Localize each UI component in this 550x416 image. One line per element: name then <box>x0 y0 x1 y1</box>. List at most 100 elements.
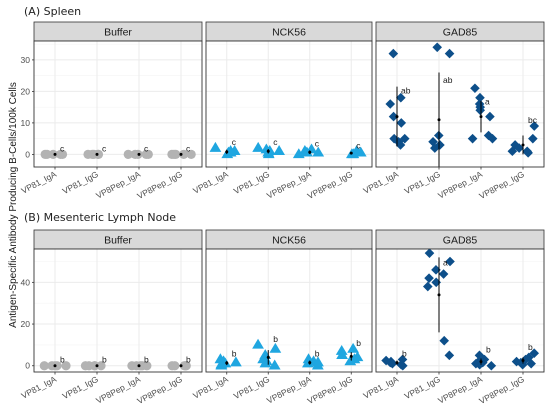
x-tick-label: VP8Pep_IgA <box>436 169 484 201</box>
mean-point <box>395 115 399 119</box>
panel-border <box>375 248 545 373</box>
significance-letter: b <box>60 355 65 365</box>
mean-point <box>179 364 183 368</box>
data-point <box>385 99 396 109</box>
significance-letter: a <box>485 96 490 106</box>
data-point <box>169 149 179 159</box>
significance-letter: c <box>186 143 191 153</box>
data-point <box>42 149 52 159</box>
y-tick-label: 0 <box>25 361 30 371</box>
x-tick-label: VP81_IgA <box>19 169 58 196</box>
data-point <box>252 141 265 152</box>
mean-point <box>53 364 57 368</box>
panel-border <box>375 40 545 168</box>
x-tick-label: VP8Pep_IgG <box>477 169 526 201</box>
y-tick-label: 0 <box>25 149 30 159</box>
x-tick-label: VP8Pep_IgG <box>135 169 184 201</box>
mean-point <box>179 152 183 156</box>
data-point <box>445 256 455 267</box>
y-tick-label: 30 <box>21 55 31 65</box>
mean-point <box>521 143 525 147</box>
mean-point <box>479 360 483 364</box>
data-point <box>137 361 147 371</box>
section-b-title: (B) Mesenteric Lymph Node <box>24 211 176 224</box>
data-point <box>529 121 540 131</box>
x-tick-label: VP81_IgA <box>19 374 58 401</box>
data-point <box>395 140 406 150</box>
data-point <box>520 354 531 365</box>
data-point <box>398 360 408 371</box>
mean-point <box>95 152 99 156</box>
data-point <box>396 118 407 128</box>
mean-point <box>95 364 99 368</box>
data-point <box>130 149 140 159</box>
significance-letter: b <box>315 348 320 358</box>
data-point <box>347 342 359 353</box>
data-point <box>388 111 399 122</box>
mean-point <box>53 152 57 156</box>
significance-letter: c <box>144 143 149 153</box>
data-point <box>396 92 406 103</box>
data-point <box>335 344 348 355</box>
mean-point <box>437 293 441 297</box>
y-tick-label: 20 <box>21 319 31 329</box>
data-point <box>397 354 408 365</box>
data-point <box>305 143 318 154</box>
data-point <box>57 149 68 159</box>
significance-letter: c <box>273 137 278 147</box>
panel-border <box>205 40 373 168</box>
section-a-title: (A) Spleen <box>24 5 81 18</box>
data-point <box>435 140 445 150</box>
panel-background <box>34 249 202 372</box>
mean-point <box>225 150 229 154</box>
mean-point <box>266 149 270 153</box>
x-tick-label: VP81_IgA <box>191 374 230 401</box>
mean-point <box>308 361 312 365</box>
y-tick-label: 20 <box>21 86 31 96</box>
x-tick-label: VP81_IgA <box>361 374 400 401</box>
panel-background <box>376 249 544 372</box>
panel-border <box>205 248 373 373</box>
x-tick-label: VP8Pep_IgA <box>265 169 313 201</box>
mean-point <box>349 354 353 358</box>
panel-border <box>33 40 203 168</box>
data-point <box>526 358 536 369</box>
x-tick-label: VP8Pep_IgA <box>436 374 484 406</box>
mean-point <box>349 151 353 155</box>
data-point <box>529 348 540 359</box>
data-point <box>312 356 324 367</box>
data-point <box>430 143 440 153</box>
data-point <box>52 361 62 371</box>
significance-letter: b <box>186 355 191 365</box>
mean-point <box>225 361 229 365</box>
significance-letter: b <box>402 348 407 358</box>
facet-strip-label: GAD85 <box>443 26 478 38</box>
x-tick-label: VP8Pep_IgG <box>306 374 355 406</box>
data-point <box>474 350 485 361</box>
data-point <box>528 133 538 144</box>
mean-point <box>137 152 141 156</box>
data-point <box>252 338 264 349</box>
data-point <box>479 354 490 365</box>
significance-letter: c <box>356 140 361 150</box>
x-tick-label: VP81_IgA <box>191 169 230 196</box>
data-point <box>123 149 133 159</box>
data-point <box>388 48 399 59</box>
significance-letter: ab <box>401 85 411 95</box>
data-point <box>39 361 49 371</box>
mean-point <box>437 118 441 122</box>
data-point <box>312 146 325 157</box>
facet-strip-label: Buffer <box>104 26 132 38</box>
data-point <box>399 133 410 144</box>
data-point <box>61 361 71 371</box>
data-point <box>523 148 533 158</box>
significance-letter: b <box>356 338 361 348</box>
data-point <box>424 273 434 283</box>
data-point <box>381 355 391 366</box>
data-point <box>487 133 498 144</box>
data-point <box>186 149 196 159</box>
data-point <box>507 146 518 157</box>
data-point <box>268 359 281 370</box>
significance-letter: b <box>232 348 237 358</box>
